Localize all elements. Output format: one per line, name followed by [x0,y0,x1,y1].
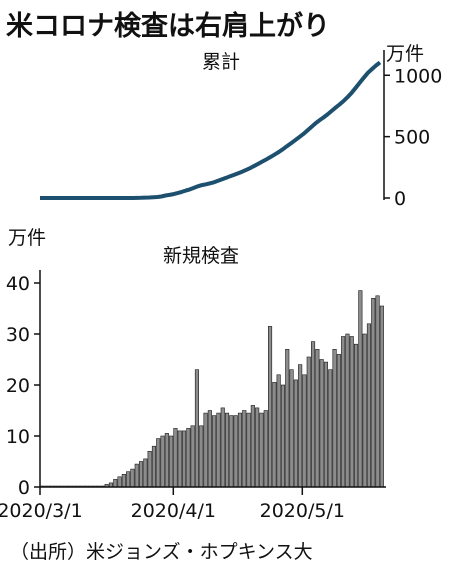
line-y-tick-label: 500 [394,127,430,149]
bar [177,430,182,488]
bar [229,415,234,488]
bar [366,323,372,488]
bar [302,374,307,488]
bar [375,295,380,488]
bar [272,382,277,488]
bar [194,369,199,488]
bar [298,364,303,488]
bar [190,425,195,488]
bar-chart-unit: 万件 [8,227,46,249]
bar [371,297,376,488]
bar [203,412,208,488]
bar [164,433,169,488]
bar [250,405,255,488]
bar [306,356,311,488]
bar [186,428,191,488]
bar [259,412,264,488]
bar [212,415,217,488]
bar [216,412,221,488]
bar [246,412,251,488]
bar [143,458,148,488]
bar [379,305,384,488]
bar-chart-axes [39,270,386,488]
bar [156,438,161,488]
line-chart-title: 累計 [202,51,240,73]
bar [341,336,346,488]
bar [345,333,350,488]
bar [293,379,298,488]
chart-title: 米コロナ検査は右肩上がり [6,11,330,42]
bar [276,374,281,488]
bar-y-tick-label: 0 [18,477,30,499]
bar [233,415,238,488]
bar [237,412,242,488]
bar [225,412,230,488]
bar [319,359,324,488]
bar-y-tick-label: 30 [6,324,30,346]
bar [263,410,268,488]
bar [134,463,139,488]
bar [242,410,247,488]
bar [362,333,367,488]
bar [358,290,363,488]
line-y-tick-label: 1000 [394,65,442,87]
bar [336,354,341,488]
bar [173,428,178,488]
bar [323,361,329,488]
bar [151,445,156,488]
bar [139,461,144,488]
bar-y-tick-label: 10 [6,426,30,448]
bar [160,435,165,488]
bar [315,348,320,488]
bar [310,341,316,488]
bar [113,479,118,488]
bar-chart-x-ticks: 2020/3/1 2020/4/1 2020/5/1 [0,487,345,522]
bar [169,435,174,488]
bar [117,476,122,488]
bar [255,407,260,488]
line-chart-unit: 万件 [386,43,424,65]
bar [199,425,204,488]
line-y-tick-label: 0 [394,188,406,210]
bar-y-tick-label: 40 [6,273,30,295]
bar-y-tick-label: 20 [6,375,30,397]
bar [126,471,131,488]
bar [130,468,135,488]
bar-chart-y-ticks: 0 10 20 30 40 [6,273,40,499]
bar [147,450,152,488]
bar [349,336,354,488]
bar [353,343,359,488]
bar-chart-title: 新規検査 [163,245,239,267]
bar [332,348,337,488]
bar [182,430,187,488]
bar [267,326,273,488]
bar-series [40,290,384,488]
bar-x-tick-label: 2020/3/1 [0,500,83,522]
bar-x-tick-label: 2020/5/1 [260,500,345,522]
bar [328,369,333,488]
line-chart-y-ticks: 0 500 1000 [384,65,442,210]
cumulative-tests-line [40,60,382,200]
bar [280,384,286,488]
source-note: （出所）米ジョンズ・ホプキンス大 [10,541,313,563]
bar [220,407,225,488]
bar-x-tick-label: 2020/4/1 [131,500,216,522]
bar [121,473,126,488]
bar [285,348,290,488]
bar [207,410,212,488]
bar [289,369,294,488]
